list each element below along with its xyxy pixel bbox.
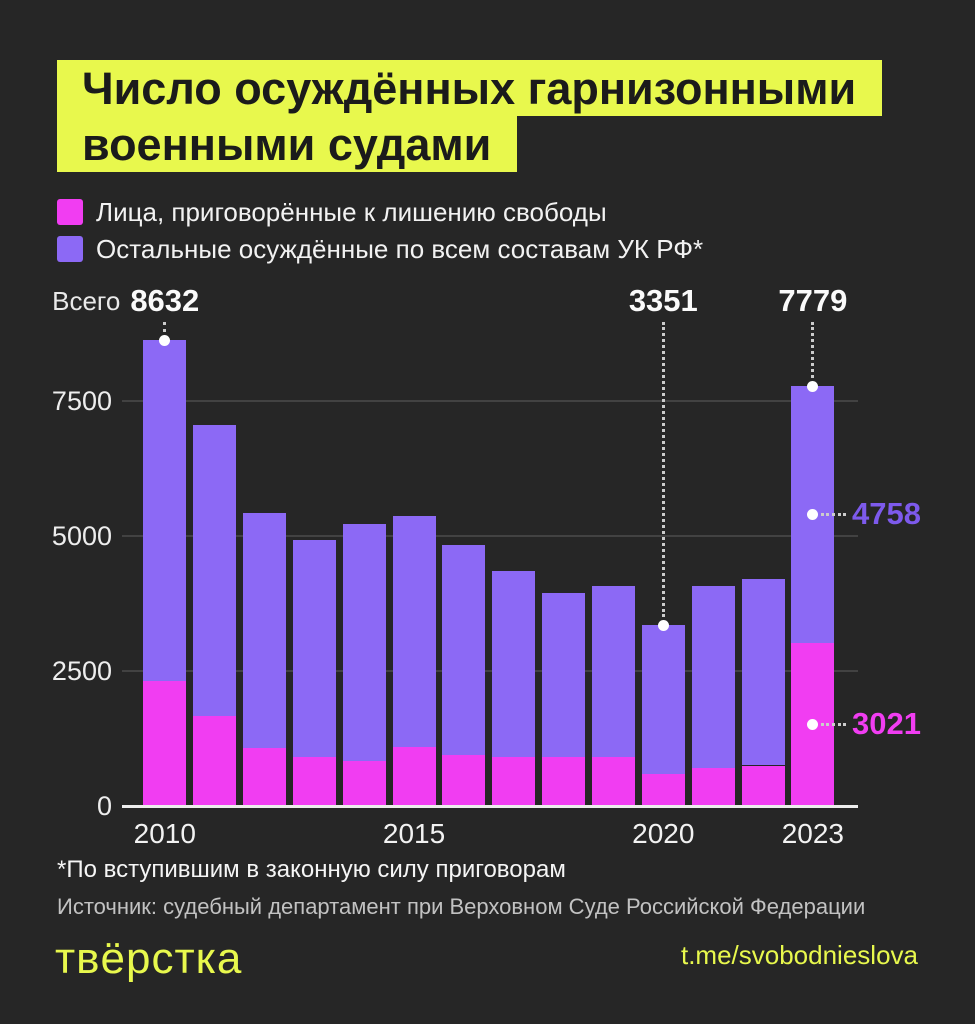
- bar-2010-other-segment: [143, 339, 187, 682]
- total-prefix: Всего: [52, 286, 121, 316]
- x-axis-label-2010: 2010: [133, 818, 196, 849]
- legend-label: Лица, приговорённые к лишению свободы: [96, 197, 607, 227]
- annotation-dot: [807, 380, 819, 392]
- bar-2012-prison-segment: [243, 748, 286, 806]
- bar-2016-prison-segment: [442, 754, 486, 806]
- legend-item-prison: Лица, приговорённые к лишению свободы: [57, 199, 703, 225]
- bar-2016-other-segment: [442, 545, 486, 755]
- bar-2020-other-segment: [641, 625, 685, 775]
- page-title: Число осуждённых гарнизонными военными с…: [57, 60, 883, 172]
- legend-swatch-magenta: [57, 199, 83, 225]
- bar-2018-prison-segment: [542, 757, 586, 806]
- bar-2018-other-segment: [542, 592, 586, 758]
- segment-annotation-dotted-line: [820, 722, 846, 726]
- legend-item-other: Остальные осуждённые по всем составам УК…: [57, 236, 703, 262]
- annotation-dotted-line: [811, 322, 815, 378]
- total-annotation-7779: 7779: [778, 284, 847, 318]
- title-line-2: военными судами: [57, 116, 518, 172]
- x-axis-label-2023: 2023: [781, 818, 844, 849]
- annotation-dotted-line: [163, 322, 167, 332]
- bar-2021-other-segment: [691, 586, 735, 769]
- title-line-1: Число осуждённых гарнизонными: [57, 60, 883, 116]
- segment-annotation-dotted-line: [820, 512, 846, 516]
- legend-label: Остальные осуждённые по всем составам УК…: [96, 234, 704, 264]
- bar-2019-prison-segment: [591, 757, 635, 806]
- annotation-dotted-line: [661, 322, 665, 618]
- segment-value-3021: 3021: [852, 706, 921, 742]
- telegram-link[interactable]: t.me/svobodnieslova: [680, 940, 918, 970]
- bar-2011-other-segment: [193, 425, 237, 717]
- segment-annotation-dot: [807, 508, 819, 520]
- total-value: 7779: [778, 283, 848, 318]
- verstka-logo: твёрстка: [55, 934, 243, 983]
- bar-2022-prison-segment: [741, 765, 785, 806]
- footnote: *По вступившим в законную силу приговора…: [57, 856, 566, 883]
- y-axis-label: 0: [96, 791, 112, 821]
- total-value: 8632: [130, 283, 200, 318]
- source-caption: Источник: судебный департамент при Верхо…: [57, 894, 866, 919]
- y-axis-label: 7500: [51, 386, 112, 416]
- x-axis-label-2020: 2020: [632, 818, 695, 849]
- total-value: 3351: [628, 283, 698, 318]
- legend: Лица, приговорённые к лишению свободы Ос…: [57, 199, 703, 262]
- legend-swatch-purple: [57, 236, 83, 262]
- bar-2012-other-segment: [243, 513, 286, 749]
- annotation-dot: [657, 620, 669, 632]
- y-axis-label: 2500: [51, 656, 112, 686]
- bar-2019-other-segment: [591, 586, 635, 758]
- x-axis-line: [122, 805, 858, 808]
- x-axis-label-2015: 2015: [382, 818, 446, 849]
- total-annotation-3351: 3351: [629, 284, 698, 318]
- bar-2010-prison-segment: [143, 681, 187, 806]
- bar-2017-prison-segment: [492, 757, 536, 806]
- bar-2014-other-segment: [342, 523, 386, 762]
- segment-value-4758: 4758: [852, 496, 921, 532]
- bar-2015-prison-segment: [392, 747, 436, 806]
- bar-2011-prison-segment: [193, 716, 237, 806]
- bar-2020-prison-segment: [641, 774, 685, 806]
- gridline-5000: [122, 535, 858, 537]
- annotation-dot: [159, 334, 171, 346]
- y-axis-label: 5000: [51, 521, 112, 551]
- bar-2013-prison-segment: [292, 757, 336, 806]
- bar-2014-prison-segment: [342, 761, 386, 806]
- gridline-7500: [122, 400, 858, 402]
- total-annotation-8632: 8632 Всего: [52, 283, 200, 318]
- gridline-2500: [122, 670, 858, 672]
- bar-2015-other-segment: [392, 516, 436, 748]
- bar-2017-other-segment: [492, 571, 536, 758]
- bar-2021-prison-segment: [691, 768, 735, 806]
- bar-2013-other-segment: [292, 540, 336, 758]
- segment-annotation-dot: [807, 718, 819, 730]
- bar-2022-other-segment: [741, 579, 785, 766]
